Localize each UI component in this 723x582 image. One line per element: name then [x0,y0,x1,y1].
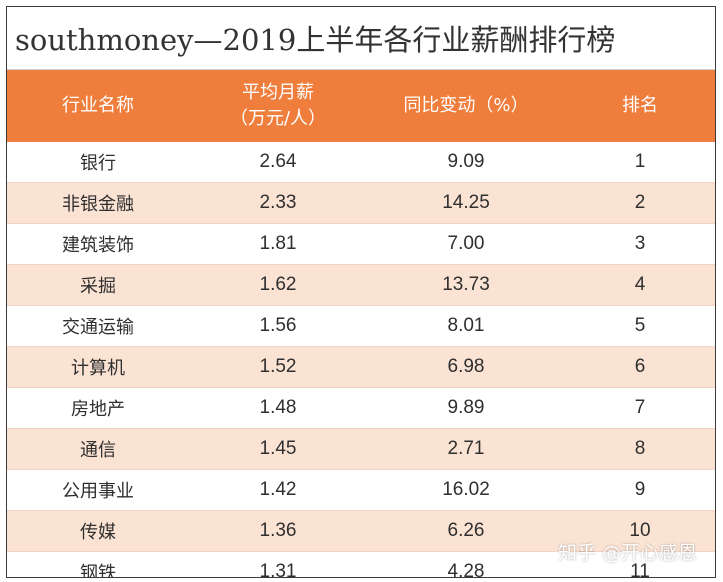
salary-cell: 1.42 [189,469,367,511]
industry-cell: 计算机 [7,346,189,388]
rank-cell: 3 [565,223,715,265]
rank-cell: 5 [565,305,715,347]
header-row: 行业名称 平均月薪 （万元/人） 同比变动（%） 排名 [7,70,715,142]
rank-cell: 8 [565,428,715,470]
salary-cell: 2.64 [189,142,367,183]
salary-cell: 1.31 [189,551,367,577]
header-salary-line1: 平均月薪 [242,82,314,103]
header-salary: 平均月薪 （万元/人） [189,70,367,142]
table-header: 行业名称 平均月薪 （万元/人） 同比变动（%） 排名 [7,70,715,142]
change-cell: 8.01 [367,305,565,347]
rank-cell: 2 [565,182,715,224]
salary-cell: 1.52 [189,346,367,388]
rank-cell: 1 [565,142,715,183]
rank-cell: 10 [565,510,715,552]
rank-cell: 7 [565,387,715,429]
industry-cell: 公用事业 [7,469,189,511]
salary-cell: 1.48 [189,387,367,429]
change-cell: 6.26 [367,510,565,552]
industry-cell: 建筑装饰 [7,223,189,265]
watermark: 知乎 @开心感恩 [557,542,697,564]
change-cell: 6.98 [367,346,565,388]
salary-cell: 1.36 [189,510,367,552]
salary-cell: 1.81 [189,223,367,265]
table-row: 房地产 1.48 9.89 7 [7,387,715,429]
rank-cell: 9 [565,469,715,511]
change-cell: 2.71 [367,428,565,470]
industry-cell: 采掘 [7,264,189,306]
table-row: 传媒 1.36 6.26 10 [7,510,715,552]
table-row: 银行 2.64 9.09 1 [7,142,715,183]
salary-cell: 1.62 [189,264,367,306]
industry-cell: 房地产 [7,387,189,429]
table-row: 通信 1.45 2.71 8 [7,428,715,470]
change-cell: 7.00 [367,223,565,265]
table-row: 钢铁 1.31 4.28 11 [7,551,715,577]
rank-cell: 6 [565,346,715,388]
industry-cell: 传媒 [7,510,189,552]
table-row: 采掘 1.62 13.73 4 [7,264,715,306]
industry-cell: 通信 [7,428,189,470]
industry-cell: 非银金融 [7,182,189,224]
change-cell: 14.25 [367,182,565,224]
industry-cell: 钢铁 [7,551,189,577]
header-rank: 排名 [565,70,715,142]
salary-cell: 2.33 [189,182,367,224]
salary-table-image: southmoney—2019上半年各行业薪酬排行榜 行业名称 平均月薪 （万元… [6,6,716,578]
table-row: 建筑装饰 1.81 7.00 3 [7,223,715,265]
table-row: 非银金融 2.33 14.25 2 [7,182,715,224]
header-change: 同比变动（%） [367,70,565,142]
header-salary-line2: （万元/人） [229,108,327,129]
change-cell: 13.73 [367,264,565,306]
rank-cell: 11 [565,551,715,577]
table-row: 交通运输 1.56 8.01 5 [7,305,715,347]
rank-cell: 4 [565,264,715,306]
table-row: 计算机 1.52 6.98 6 [7,346,715,388]
page-title: southmoney—2019上半年各行业薪酬排行榜 [7,7,715,70]
salary-cell: 1.56 [189,305,367,347]
salary-cell: 1.45 [189,428,367,470]
table-body: 银行 2.64 9.09 1 非银金融 2.33 14.25 2 建筑装饰 1.… [7,142,715,577]
industry-cell: 银行 [7,142,189,183]
change-cell: 9.09 [367,142,565,183]
header-industry: 行业名称 [7,70,189,142]
change-cell: 4.28 [367,551,565,577]
industry-cell: 交通运输 [7,305,189,347]
table-row: 公用事业 1.42 16.02 9 [7,469,715,511]
change-cell: 16.02 [367,469,565,511]
salary-ranking-table: 行业名称 平均月薪 （万元/人） 同比变动（%） 排名 银行 2.64 9.09… [7,70,715,577]
change-cell: 9.89 [367,387,565,429]
